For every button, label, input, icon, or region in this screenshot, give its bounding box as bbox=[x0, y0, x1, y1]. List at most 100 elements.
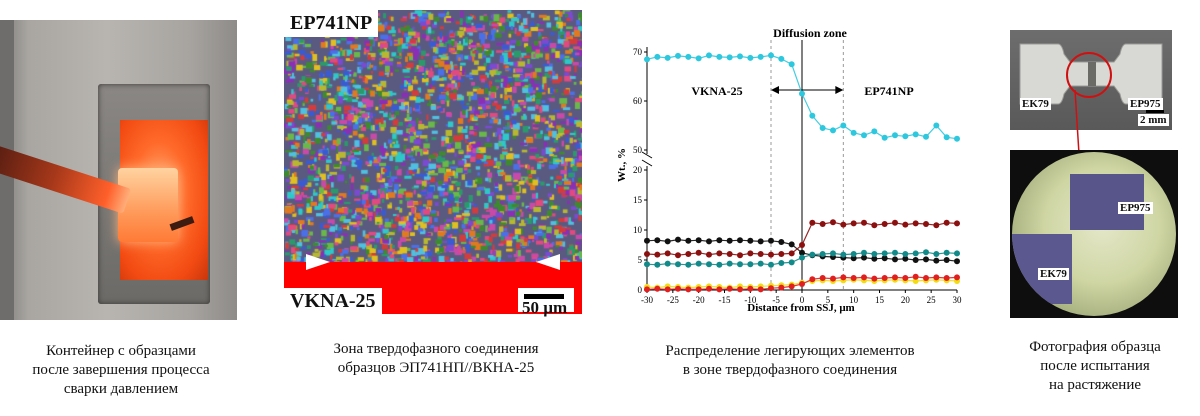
y-tick-label: 60 bbox=[633, 96, 643, 106]
x-tick-label: 15 bbox=[875, 295, 885, 305]
scale-label: 2 mm bbox=[1138, 114, 1169, 126]
data-point bbox=[706, 261, 712, 268]
data-point bbox=[757, 260, 764, 267]
data-point bbox=[644, 56, 650, 63]
data-point bbox=[726, 237, 733, 244]
data-point bbox=[664, 250, 671, 257]
data-point bbox=[747, 285, 754, 292]
caption-line: Контейнер с образцами bbox=[46, 343, 196, 359]
x-tick-label: -30 bbox=[641, 295, 653, 305]
data-point bbox=[799, 281, 805, 287]
chart-svg: -30 -25 -20 -15 -10 -5 0 5 10 15 20 25 30 50 60 70 0 5 10 1… bbox=[616, 26, 962, 314]
x-tick-label: 5 bbox=[826, 295, 831, 305]
data-point bbox=[840, 221, 847, 228]
data-point bbox=[881, 250, 888, 257]
data-point bbox=[685, 251, 692, 257]
x-tick-label: -25 bbox=[667, 295, 679, 305]
data-point bbox=[933, 257, 940, 264]
data-point bbox=[799, 90, 805, 97]
data-point bbox=[695, 55, 702, 62]
data-point bbox=[819, 221, 826, 227]
data-point bbox=[644, 261, 650, 268]
data-point bbox=[799, 242, 805, 248]
data-point bbox=[695, 260, 702, 267]
y-tick-label: 50 bbox=[633, 145, 643, 155]
data-point bbox=[716, 250, 723, 257]
caption-line: образцов ЭП741НП//ВКНА-25 bbox=[337, 360, 535, 376]
data-point bbox=[716, 286, 723, 293]
data-point bbox=[747, 237, 754, 244]
data-point bbox=[685, 237, 692, 244]
data-point bbox=[912, 257, 919, 263]
data-point bbox=[757, 53, 764, 60]
data-point bbox=[809, 276, 816, 283]
x-tick-label: 0 bbox=[800, 295, 805, 305]
x-tick-label: -5 bbox=[772, 295, 780, 305]
data-point bbox=[819, 251, 826, 257]
data-point bbox=[912, 131, 919, 138]
data-point bbox=[716, 53, 723, 60]
caption-line: в зоне твердофазного соединения bbox=[682, 362, 898, 378]
data-point bbox=[871, 275, 878, 282]
data-point bbox=[850, 220, 857, 227]
data-point bbox=[943, 134, 950, 141]
data-point bbox=[675, 252, 681, 259]
data-point bbox=[902, 251, 909, 257]
data-point bbox=[809, 251, 816, 258]
label-vkna25: VKNA-25 bbox=[284, 288, 382, 315]
caption-line: на растяжение bbox=[1048, 377, 1142, 393]
data-point bbox=[664, 54, 671, 61]
caption-panel1: Контейнер с образцами после завершения п… bbox=[10, 342, 232, 399]
data-point bbox=[757, 238, 764, 245]
data-point bbox=[830, 275, 836, 282]
data-point bbox=[943, 219, 950, 226]
data-point bbox=[840, 274, 847, 281]
data-point bbox=[840, 122, 847, 129]
data-point bbox=[902, 133, 909, 140]
x-tick-label: -15 bbox=[719, 295, 731, 305]
data-point bbox=[881, 275, 888, 281]
caption-panel2: Зона твердофазного соединения образцов Э… bbox=[286, 340, 586, 378]
data-point bbox=[840, 251, 847, 258]
fracture-micrograph: EP975 EK79 bbox=[1010, 150, 1178, 318]
data-point bbox=[954, 274, 960, 281]
chart-title: Diffusion zone bbox=[773, 26, 847, 40]
data-point bbox=[809, 112, 816, 119]
data-point bbox=[644, 237, 650, 244]
data-point bbox=[747, 250, 754, 257]
data-point bbox=[768, 261, 774, 268]
arrow-right-icon bbox=[835, 86, 844, 94]
microstructure-image: EP741NP VKNA-25 50 µm bbox=[284, 10, 582, 317]
data-point bbox=[933, 122, 940, 129]
data-point bbox=[675, 261, 681, 268]
microscope-view bbox=[1012, 152, 1176, 316]
data-point bbox=[871, 128, 878, 135]
caption-line: после испытания bbox=[1040, 358, 1150, 374]
arrow-right-icon bbox=[306, 254, 330, 270]
data-point bbox=[695, 249, 702, 256]
data-point bbox=[923, 133, 929, 140]
label-ep975: EP975 bbox=[1128, 98, 1163, 110]
element-distribution-chart: -30 -25 -20 -15 -10 -5 0 5 10 15 20 25 30 50 60 70 0 5 10 1… bbox=[605, 15, 975, 320]
data-point bbox=[892, 274, 898, 281]
data-point bbox=[799, 249, 805, 256]
data-point bbox=[830, 250, 836, 257]
data-point bbox=[943, 249, 950, 256]
scale-bar bbox=[524, 294, 564, 299]
scale-label: 50 µm bbox=[522, 298, 568, 317]
data-point bbox=[892, 256, 898, 263]
data-point bbox=[861, 274, 867, 281]
data-point bbox=[726, 260, 733, 267]
data-point bbox=[923, 275, 929, 281]
y-tick-label: 10 bbox=[633, 225, 643, 235]
data-point bbox=[664, 260, 671, 267]
caption-line: Фотография образца bbox=[1029, 339, 1161, 355]
data-point bbox=[654, 285, 661, 292]
highlight-circle bbox=[1066, 52, 1112, 98]
micro-label-ek79: EK79 bbox=[1038, 268, 1069, 280]
data-point bbox=[850, 275, 857, 281]
caption-line: сварки давлением bbox=[63, 381, 179, 397]
y-tick-label: 15 bbox=[633, 195, 643, 205]
y-tick-label: 20 bbox=[633, 165, 643, 175]
data-point bbox=[716, 237, 723, 244]
